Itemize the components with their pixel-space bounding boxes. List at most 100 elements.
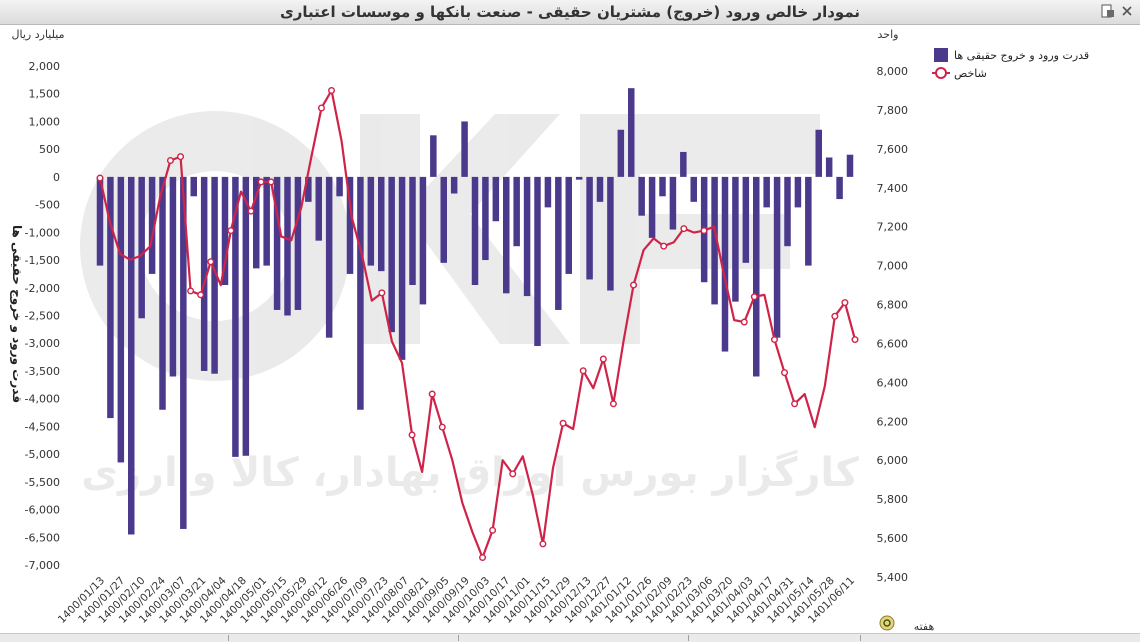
right-axis-tick-label: 7,600 — [877, 143, 909, 156]
line-point — [479, 554, 487, 562]
bar — [825, 157, 833, 177]
legend-label-bars: قدرت ورود و خروج حقیقی ها — [954, 49, 1089, 62]
line-series — [96, 86, 859, 562]
close-icon[interactable] — [1120, 4, 1134, 18]
bar — [190, 176, 197, 197]
bar — [607, 176, 614, 291]
bar — [721, 176, 729, 352]
bar — [107, 176, 114, 419]
legend-label-index: شاخص — [954, 67, 987, 80]
line-point — [841, 299, 849, 307]
right-axis-tick-label: 5,600 — [877, 532, 909, 545]
right-axis-tick-label: 7,200 — [877, 221, 909, 234]
left-axis-tick-label: -5,000 — [25, 448, 60, 461]
bar-series — [96, 88, 854, 535]
left-axis-tick-label: -4,000 — [25, 393, 60, 406]
line-point — [177, 153, 185, 161]
left-axis-tick-label: -500 — [35, 199, 60, 212]
bar — [648, 176, 656, 238]
left-axis-tick-label: 1,500 — [29, 88, 61, 101]
left-axis-tick-label: -3,500 — [25, 365, 60, 378]
line-point — [660, 242, 668, 250]
bar — [690, 176, 697, 202]
bar — [221, 176, 229, 286]
bar — [315, 176, 322, 241]
line-point — [851, 336, 859, 344]
bar — [138, 176, 145, 319]
left-axis-tick-label: -6,500 — [25, 531, 60, 544]
left-axis-tick-label: 1,000 — [29, 115, 61, 128]
line-point — [831, 312, 839, 320]
line-point — [599, 355, 607, 363]
left-axis-tick-label: 500 — [39, 143, 60, 156]
bar — [253, 176, 260, 269]
bar — [471, 176, 479, 286]
left-axis-tick-label: -5,500 — [25, 476, 60, 489]
legend-marker-index — [935, 67, 947, 79]
bar — [461, 121, 468, 177]
bar — [294, 176, 302, 310]
left-axis-tick-label: -6,000 — [25, 504, 60, 517]
bar — [305, 176, 312, 202]
legend-swatch-bars — [934, 48, 948, 62]
line-point — [579, 367, 587, 375]
y-axis-title: قدرت ورود و خروج حقیقی ها — [9, 225, 24, 403]
bar — [846, 154, 854, 177]
bar — [388, 176, 395, 333]
line-point — [781, 369, 789, 377]
bar — [430, 135, 437, 177]
line-point — [559, 419, 567, 427]
bar — [711, 176, 718, 305]
bar — [242, 176, 250, 456]
line-point — [609, 400, 617, 408]
bar — [742, 176, 750, 263]
right-axis-tick-label: 6,200 — [877, 415, 909, 428]
line-point — [257, 178, 265, 186]
line-point — [197, 291, 205, 299]
line-point — [227, 227, 235, 235]
right-axis-tick-label: 8,000 — [877, 65, 909, 78]
left-axis-tick-label: -1,000 — [25, 226, 60, 239]
bar — [794, 176, 802, 208]
bar — [409, 176, 416, 286]
zoom-icon[interactable] — [879, 615, 895, 631]
bar — [346, 176, 354, 274]
left-axis-tick-label: -2,500 — [25, 310, 60, 323]
bar — [638, 176, 645, 216]
bar — [680, 151, 687, 177]
bar — [232, 176, 239, 457]
line-point — [166, 157, 174, 165]
horizontal-scrollbar[interactable] — [0, 633, 1140, 642]
bar — [513, 176, 520, 247]
bar — [784, 176, 791, 247]
line-point — [680, 225, 688, 233]
bar — [263, 176, 270, 266]
bar — [159, 176, 166, 410]
right-axis-tick-label: 6,000 — [877, 454, 909, 467]
bar — [753, 176, 760, 377]
bar — [482, 176, 489, 261]
line-point — [740, 318, 748, 326]
bar — [669, 176, 677, 230]
save-page-icon[interactable] — [1101, 4, 1115, 18]
line-point — [96, 174, 104, 182]
bar — [628, 88, 635, 177]
bar — [419, 176, 427, 305]
line-point — [700, 227, 708, 235]
bar — [586, 176, 593, 280]
line-point — [187, 287, 195, 295]
bar — [503, 176, 510, 294]
line-point — [630, 281, 638, 289]
bar — [200, 176, 208, 371]
right-axis-tick-label: 6,600 — [877, 337, 909, 350]
chart-title: نمودار خالص ورود (خروج) مشتریان حقیقی - … — [279, 3, 861, 21]
line-point — [267, 178, 275, 186]
line-point — [207, 258, 215, 266]
bar — [450, 176, 458, 194]
bar — [117, 176, 125, 463]
bar — [815, 129, 822, 177]
bar — [773, 176, 781, 338]
right-axis: 8,000 7,800 7,600 7,400 7,200 7,000 6,800 6,600… — [877, 65, 909, 584]
right-axis-tick-label: 5,400 — [877, 571, 909, 584]
left-axis-tick-label: 2,000 — [29, 60, 61, 73]
